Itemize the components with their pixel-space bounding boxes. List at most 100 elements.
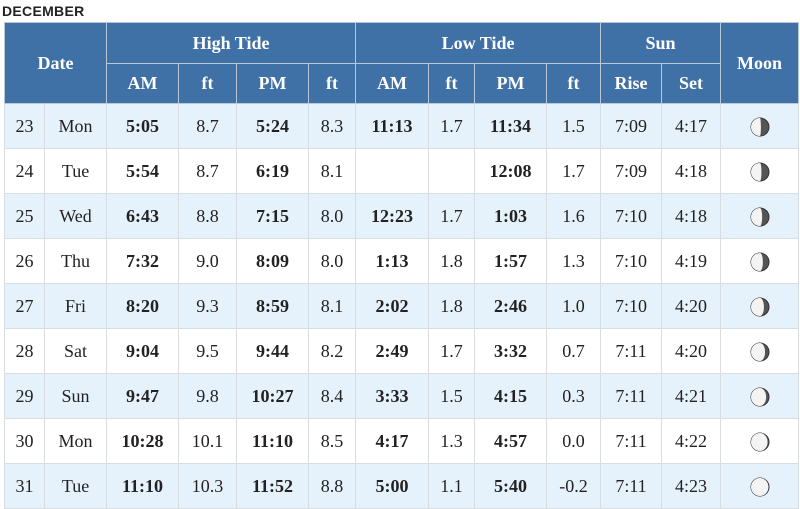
low-tide-am-height: 1.8 (428, 283, 476, 329)
sunset-time: 4:23 (661, 463, 722, 509)
low-tide-pm-time: 5:40 (474, 463, 548, 509)
high-tide-am-height: 9.5 (178, 328, 238, 374)
low-tide-am-time: 4:17 (355, 418, 430, 464)
day-cell: 26 (4, 238, 45, 284)
sunset-time: 4:18 (661, 148, 722, 194)
sunrise-time: 7:09 (600, 148, 663, 194)
weekday-cell: Mon (43, 418, 108, 464)
low-tide-am-height: 1.5 (428, 373, 476, 419)
sunrise-header: Rise (600, 63, 663, 104)
weekday-cell: Thu (43, 238, 108, 284)
high-tide-pm-time: 10:27 (236, 373, 310, 419)
sunrise-time: 7:11 (600, 373, 663, 419)
sunset-time: 4:19 (661, 238, 722, 284)
table-row: 27 Fri 8:20 9.3 8:59 8.1 2:02 1.8 2:46 1.0 7:10 4:2… (4, 283, 800, 329)
moon-cell (720, 418, 800, 464)
high-tide-pm-height: 8.1 (308, 283, 357, 329)
low-tide-am-height: 1.8 (428, 238, 476, 284)
low-tide-pm-height: 1.6 (546, 193, 602, 239)
high-am-ft-header: ft (178, 63, 238, 104)
sunset-time: 4:18 (661, 193, 722, 239)
table-row: 30 Mon 10:28 10.1 11:10 8.5 4:17 1.3 4:57 0.0 7:11… (4, 418, 800, 464)
day-cell: 30 (4, 418, 45, 464)
table-row: 24 Tue 5:54 8.7 6:19 8.1 12:08 1.7 7:09 4:18 (4, 148, 800, 194)
high-tide-pm-time: 7:15 (236, 193, 310, 239)
low-am-header: AM (355, 63, 430, 104)
high-tide-am-height: 9.8 (178, 373, 238, 419)
sunset-time: 4:17 (661, 103, 722, 149)
high-tide-pm-height: 8.8 (308, 463, 357, 509)
low-tide-pm-time: 1:57 (474, 238, 548, 284)
last-quarter-moon-icon (750, 117, 770, 137)
weekday-cell: Mon (43, 103, 108, 149)
high-pm-header: PM (236, 63, 310, 104)
high-tide-am-time: 10:28 (106, 418, 180, 464)
high-tide-pm-time: 8:09 (236, 238, 310, 284)
low-tide-pm-time: 4:15 (474, 373, 548, 419)
high-tide-am-time: 5:05 (106, 103, 180, 149)
low-tide-am-height: 1.7 (428, 328, 476, 374)
waning-crescent-moon-icon (750, 252, 770, 272)
low-tide-am-time (355, 148, 430, 194)
sunset-time: 4:20 (661, 328, 722, 374)
table-row: 26 Thu 7:32 9.0 8:09 8.0 1:13 1.8 1:57 1.3 7:10 4:1… (4, 238, 800, 284)
low-tide-pm-time: 4:57 (474, 418, 548, 464)
high-tide-pm-time: 6:19 (236, 148, 310, 194)
low-tide-pm-height: 0.3 (546, 373, 602, 419)
day-cell: 31 (4, 463, 45, 509)
high-tide-am-time: 9:04 (106, 328, 180, 374)
high-tide-am-height: 9.3 (178, 283, 238, 329)
sun-header: Sun (600, 22, 722, 64)
low-tide-am-height (428, 148, 476, 194)
low-tide-pm-height: 1.3 (546, 238, 602, 284)
waning-crescent-moon-icon (750, 342, 770, 362)
moon-header: Moon (720, 22, 800, 104)
weekday-cell: Sun (43, 373, 108, 419)
new-moon-icon (750, 432, 770, 452)
high-tide-am-time: 11:10 (106, 463, 180, 509)
low-tide-am-time: 1:13 (355, 238, 430, 284)
sunset-time: 4:21 (661, 373, 722, 419)
day-cell: 28 (4, 328, 45, 374)
tide-table: Date High Tide Low Tide Sun Moon AM ft P… (3, 22, 800, 509)
low-tide-am-height: 1.7 (428, 103, 476, 149)
high-tide-pm-height: 8.5 (308, 418, 357, 464)
table-row: 29 Sun 9:47 9.8 10:27 8.4 3:33 1.5 4:15 0.3 7:11 4:… (4, 373, 800, 419)
high-tide-am-height: 8.7 (178, 148, 238, 194)
day-cell: 25 (4, 193, 45, 239)
low-tide-am-height: 1.1 (428, 463, 476, 509)
low-tide-am-time: 12:23 (355, 193, 430, 239)
high-tide-am-time: 7:32 (106, 238, 180, 284)
low-am-ft-header: ft (428, 63, 476, 104)
moon-cell (720, 103, 800, 149)
low-tide-header: Low Tide (355, 22, 602, 64)
weekday-cell: Sat (43, 328, 108, 374)
weekday-cell: Fri (43, 283, 108, 329)
waning-crescent-moon-icon (750, 387, 770, 407)
sunset-header: Set (661, 63, 722, 104)
high-tide-pm-height: 8.3 (308, 103, 357, 149)
day-cell: 24 (4, 148, 45, 194)
low-tide-pm-height: 0.0 (546, 418, 602, 464)
high-tide-pm-time: 11:52 (236, 463, 310, 509)
high-tide-am-time: 8:20 (106, 283, 180, 329)
sunset-time: 4:20 (661, 283, 722, 329)
low-tide-pm-height: 1.0 (546, 283, 602, 329)
low-pm-header: PM (474, 63, 548, 104)
high-tide-pm-time: 8:59 (236, 283, 310, 329)
high-tide-am-height: 8.7 (178, 103, 238, 149)
high-tide-am-height: 9.0 (178, 238, 238, 284)
weekday-cell: Tue (43, 463, 108, 509)
high-tide-pm-height: 8.0 (308, 238, 357, 284)
sunrise-time: 7:11 (600, 463, 663, 509)
sunrise-time: 7:10 (600, 283, 663, 329)
waning-crescent-moon-icon (750, 297, 770, 317)
weekday-cell: Wed (43, 193, 108, 239)
day-cell: 27 (4, 283, 45, 329)
high-tide-pm-time: 11:10 (236, 418, 310, 464)
table-row: 28 Sat 9:04 9.5 9:44 8.2 2:49 1.7 3:32 0.7 7:11 4:2… (4, 328, 800, 374)
high-am-header: AM (106, 63, 180, 104)
low-pm-ft-header: ft (546, 63, 602, 104)
last-quarter-moon-icon (750, 162, 770, 182)
low-tide-am-time: 5:00 (355, 463, 430, 509)
